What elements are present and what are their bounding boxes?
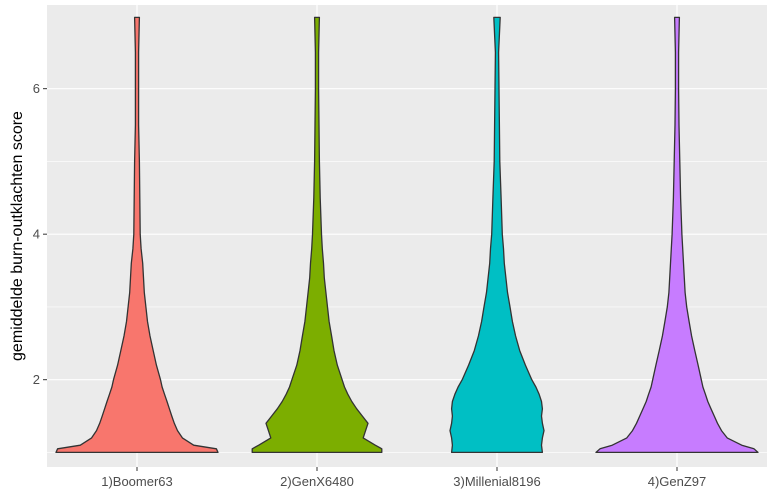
x-tick-label: 2)GenX6480 xyxy=(280,474,354,489)
violin-3 xyxy=(449,16,545,454)
y-tick-label: 2 xyxy=(33,372,40,387)
violin-4 xyxy=(595,16,759,454)
panel-background xyxy=(47,5,767,467)
violin-2 xyxy=(251,16,383,454)
x-tick-label: 3)Millenial8196 xyxy=(453,474,540,489)
y-axis: 2 4 6 xyxy=(33,81,47,387)
y-axis-title: gemiddelde burn-outklachten score xyxy=(9,111,26,361)
x-tick-label: 1)Boomer63 xyxy=(101,474,173,489)
y-tick-label: 4 xyxy=(33,227,40,242)
x-axis: 1)Boomer63 2)GenX6480 3)Millenial8196 4)Gen… xyxy=(101,467,706,489)
violins xyxy=(55,16,759,454)
violin-1 xyxy=(55,16,219,454)
x-tick-label: 4)GenZ97 xyxy=(648,474,707,489)
y-tick-label: 6 xyxy=(33,81,40,96)
